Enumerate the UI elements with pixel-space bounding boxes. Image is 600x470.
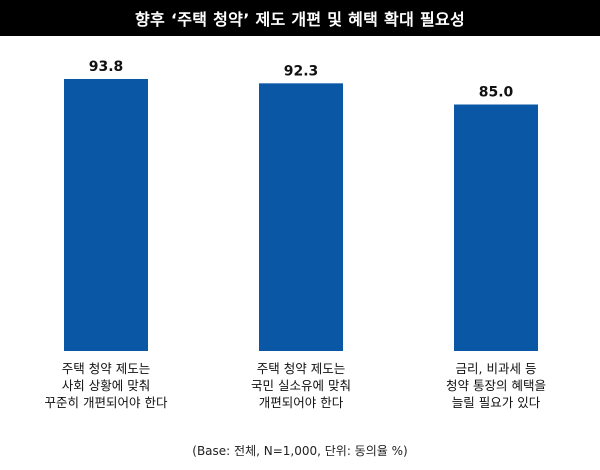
category-label-line: 주택 청약 제도는: [62, 361, 150, 376]
bar-value-label: 92.3: [284, 63, 319, 79]
footnote: (Base: 전체, N=1,000, 단위: 동의율 %): [192, 444, 408, 458]
category-label-line: 주택 청약 제도는: [257, 361, 345, 376]
category-label-line: 꾸준히 개편되어야 한다: [45, 395, 168, 410]
bar-2: [259, 83, 343, 351]
chart-title: 향후 ‘주택 청약’ 제도 개편 및 혜택 확대 필요성: [0, 0, 600, 36]
category-label-line: 국민 실소유에 맞춰: [251, 378, 351, 393]
bar-value-label: 85.0: [479, 85, 514, 101]
category-label-line: 개편되어야 한다: [259, 395, 344, 410]
bar-1: [64, 78, 148, 352]
category-label-line: 금리, 비과세 등: [456, 361, 537, 376]
bar-3: [454, 104, 538, 351]
category-label-line: 사회 상황에 맞춰: [62, 378, 150, 393]
category-label-line: 청약 통장의 혜택을: [446, 378, 546, 393]
category-label-line: 늘릴 필요가 있다: [452, 395, 541, 410]
bar-value-label: 93.8: [89, 59, 124, 75]
